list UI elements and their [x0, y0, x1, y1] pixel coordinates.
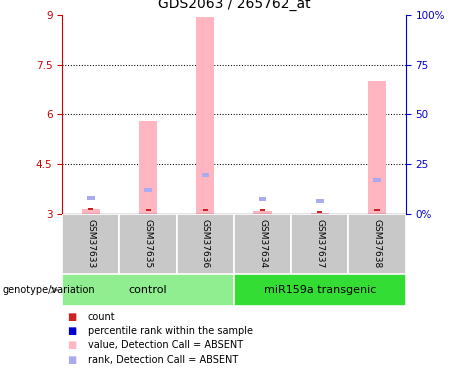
Bar — [260, 209, 265, 211]
Bar — [62, 214, 119, 274]
Text: percentile rank within the sample: percentile rank within the sample — [88, 326, 253, 336]
Bar — [139, 121, 157, 214]
Bar — [88, 209, 94, 210]
Bar — [368, 81, 386, 214]
Text: ■: ■ — [67, 326, 76, 336]
Text: genotype/variation: genotype/variation — [2, 285, 95, 295]
Title: GDS2063 / 265762_at: GDS2063 / 265762_at — [158, 0, 310, 11]
Text: ■: ■ — [67, 340, 76, 350]
Bar — [234, 274, 406, 306]
Text: GSM37637: GSM37637 — [315, 219, 325, 268]
Bar — [316, 198, 324, 203]
Text: control: control — [129, 285, 167, 295]
Bar — [119, 214, 177, 274]
Bar — [177, 214, 234, 274]
Text: GSM37634: GSM37634 — [258, 219, 267, 268]
Bar — [201, 173, 209, 177]
Bar — [311, 213, 329, 214]
Bar — [234, 214, 291, 274]
Bar — [317, 211, 322, 213]
Bar — [373, 178, 381, 182]
Bar — [259, 197, 266, 201]
Text: ■: ■ — [67, 355, 76, 364]
Text: GSM37638: GSM37638 — [372, 219, 382, 268]
Bar — [144, 188, 152, 192]
Text: ■: ■ — [67, 312, 76, 322]
Text: GSM37635: GSM37635 — [143, 219, 153, 268]
Bar — [196, 16, 214, 214]
Text: miR159a transgenic: miR159a transgenic — [264, 285, 376, 295]
Bar — [146, 210, 151, 212]
Bar — [203, 210, 208, 212]
Bar — [62, 274, 234, 306]
Text: GSM37633: GSM37633 — [86, 219, 95, 268]
Bar — [254, 211, 272, 214]
Text: value, Detection Call = ABSENT: value, Detection Call = ABSENT — [88, 340, 242, 350]
Text: count: count — [88, 312, 115, 322]
Text: GSM37636: GSM37636 — [201, 219, 210, 268]
Text: rank, Detection Call = ABSENT: rank, Detection Call = ABSENT — [88, 355, 238, 364]
Bar — [291, 214, 349, 274]
Bar — [82, 209, 100, 214]
Bar — [87, 195, 95, 200]
Bar — [349, 214, 406, 274]
Bar — [374, 210, 380, 212]
